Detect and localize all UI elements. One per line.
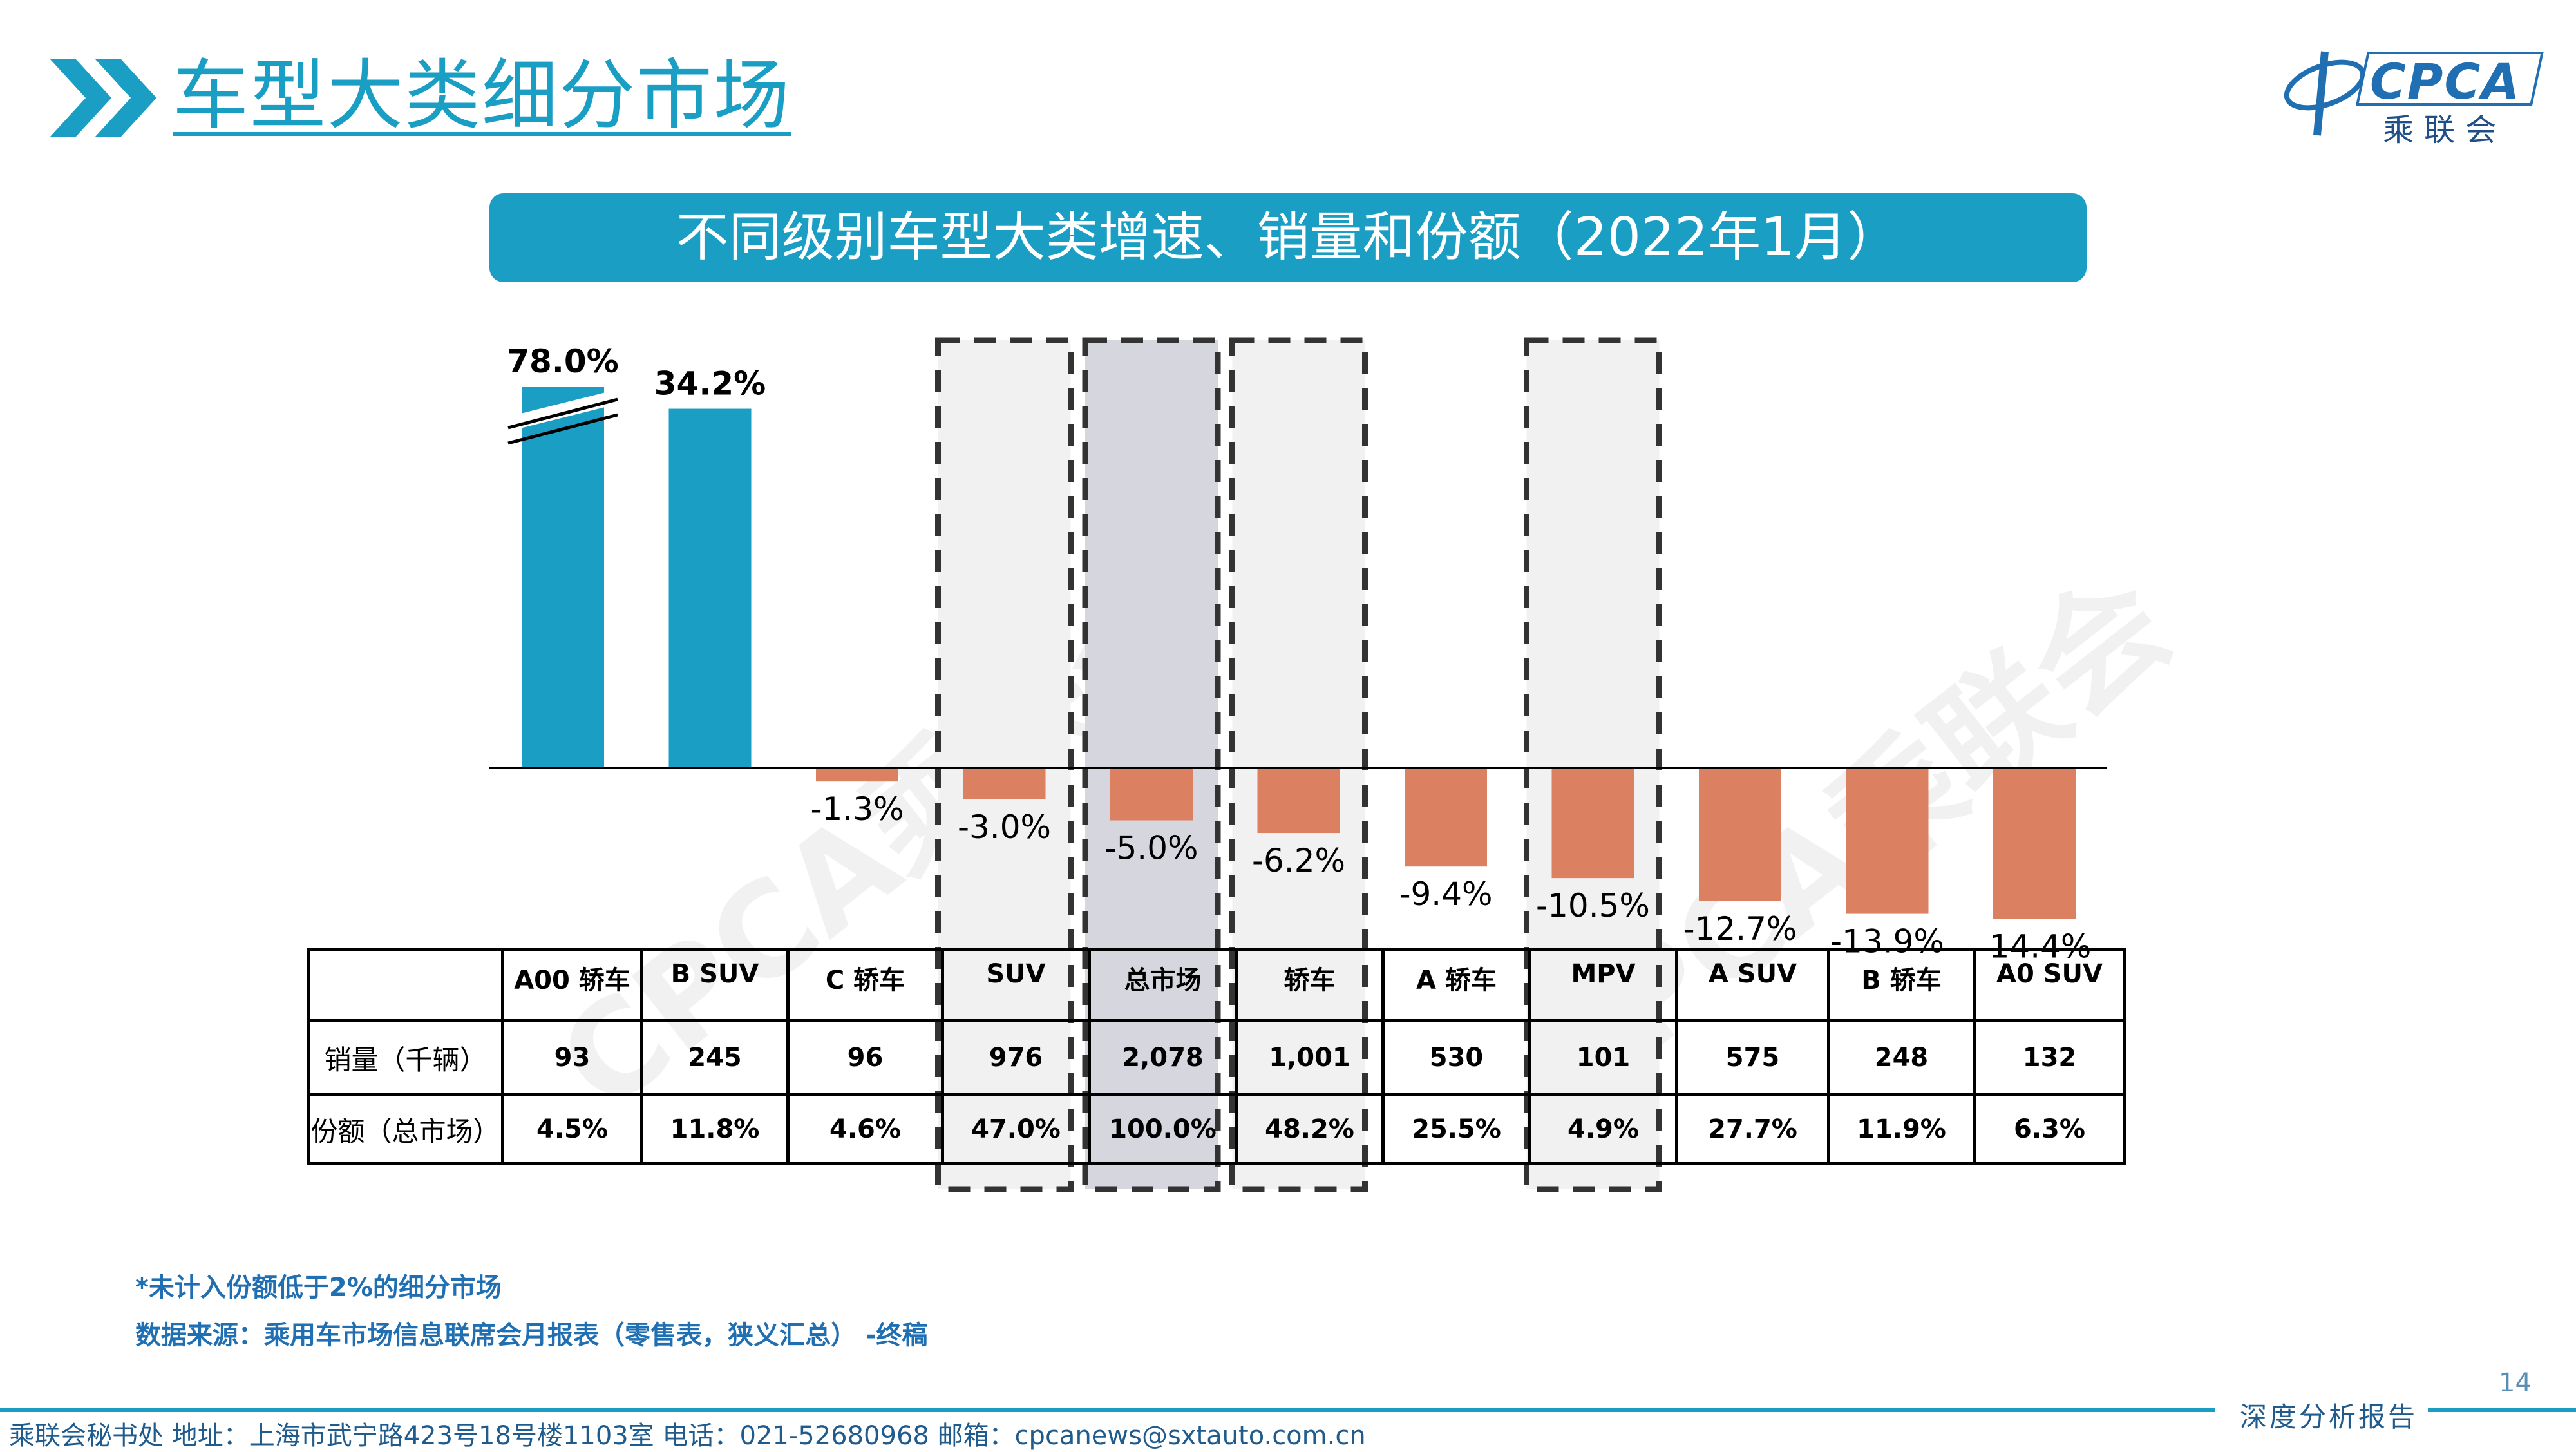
bar-A0 SUV bbox=[1993, 768, 2076, 919]
bar-B SUV bbox=[668, 408, 752, 768]
bar-A 轿车 bbox=[1405, 768, 1487, 867]
table-cell: 2,078 bbox=[1088, 1019, 1238, 1096]
table-header-cell: SUV bbox=[941, 948, 1091, 1022]
table-header-cell: 总市场 bbox=[1088, 948, 1238, 1022]
footnote-share: *未计入份额低于2%的细分市场 bbox=[135, 1273, 502, 1303]
table-header-cell: A0 SUV bbox=[1973, 948, 2126, 1022]
table-header-cell: A00 轿车 bbox=[501, 948, 643, 1022]
table-cell: 575 bbox=[1675, 1019, 1830, 1096]
footer-divider bbox=[0, 1408, 2215, 1412]
value-label-SUV: -3.0% bbox=[958, 808, 1051, 846]
table-cell: 93 bbox=[501, 1019, 643, 1096]
page-title: 车型大类细分市场 bbox=[173, 51, 791, 140]
logo-subtitle: 乘联会 bbox=[2383, 112, 2507, 148]
footer-divider-right bbox=[2428, 1408, 2576, 1412]
table-cell: 976 bbox=[941, 1019, 1091, 1096]
value-label-A00 轿车: 78.0% bbox=[507, 343, 618, 380]
value-label-A SUV: -12.7% bbox=[1683, 910, 1797, 948]
cpca-logo-icon bbox=[2284, 51, 2544, 136]
table-header-cell: MPV bbox=[1528, 948, 1678, 1022]
table-row-label: 份额（总市场） bbox=[307, 1093, 504, 1165]
table-cell: 100.0% bbox=[1088, 1093, 1238, 1165]
logo-text: CPCA bbox=[2370, 53, 2521, 110]
table-cell: 11.9% bbox=[1827, 1093, 1976, 1165]
chart-title-banner: 不同级别车型大类增速、销量和份额（2022年1月） bbox=[489, 193, 2087, 282]
table-header-cell: 轿车 bbox=[1235, 948, 1385, 1022]
table-cell: 48.2% bbox=[1235, 1093, 1385, 1165]
table-header-row: A00 轿车 B SUV C 轿车 SUV 总市场 轿车 A 轿车 MPV A SUV B 轿车 A… bbox=[307, 948, 2126, 1022]
value-label-A 轿车: -9.4% bbox=[1399, 875, 1492, 913]
table-cell: 27.7% bbox=[1675, 1093, 1830, 1165]
table-cell: 1,001 bbox=[1235, 1019, 1385, 1096]
value-label-C 轿车: -1.3% bbox=[810, 790, 904, 828]
table-header-cell: B 轿车 bbox=[1827, 948, 1976, 1022]
table-header-cell: C 轿车 bbox=[786, 948, 944, 1022]
bar-A SUV bbox=[1699, 768, 1781, 902]
table-cell: 101 bbox=[1528, 1019, 1678, 1096]
table-cell: 96 bbox=[786, 1019, 944, 1096]
report-tag: 深度分析报告 bbox=[2240, 1401, 2418, 1433]
data-source-note: 数据来源：乘用车市场信息联席会月报表（零售表，狭义汇总） -终稿 bbox=[135, 1321, 928, 1350]
table-cell: 245 bbox=[640, 1019, 790, 1096]
bar-总市场 bbox=[1110, 768, 1193, 821]
table-header-cell: A 轿车 bbox=[1381, 948, 1531, 1022]
table-cell: 4.9% bbox=[1528, 1093, 1678, 1165]
table-header-cell: A SUV bbox=[1675, 948, 1830, 1022]
value-label-总市场: -5.0% bbox=[1104, 830, 1198, 867]
bar-A00 轿车 bbox=[522, 387, 604, 768]
axis-break-line bbox=[507, 413, 618, 445]
table-row-sales: 销量（千辆） 93 245 96 976 2,078 1,001 530 101 575 248 13… bbox=[307, 1019, 2126, 1096]
page-number: 14 bbox=[2499, 1368, 2532, 1398]
table-cell: 6.3% bbox=[1973, 1093, 2126, 1165]
axis-break-line bbox=[507, 397, 618, 430]
bar-SUV bbox=[963, 768, 1046, 799]
table-row-share: 份额（总市场） 4.5% 11.8% 4.6% 47.0% 100.0% 48.2% 25.5… bbox=[307, 1093, 2126, 1165]
table-cell: 4.6% bbox=[786, 1093, 944, 1165]
bar-B 轿车 bbox=[1846, 768, 1929, 914]
table-header-cell: B SUV bbox=[640, 948, 790, 1022]
sales-share-table: A00 轿车 B SUV C 轿车 SUV 总市场 轿车 A 轿车 MPV A SUV B 轿车 A… bbox=[307, 948, 2126, 1165]
table-cell: 47.0% bbox=[941, 1093, 1091, 1165]
table-row-label: 销量（千辆） bbox=[307, 1019, 504, 1096]
bar-轿车 bbox=[1257, 768, 1340, 834]
table-cell: 132 bbox=[1973, 1019, 2126, 1096]
table-cell: 25.5% bbox=[1381, 1093, 1531, 1165]
footer-contact: 乘联会秘书处 地址：上海市武宁路423号18号楼1103室 电话：021-526… bbox=[9, 1421, 1366, 1451]
value-label-轿车: -6.2% bbox=[1252, 842, 1345, 879]
table-cell: 530 bbox=[1381, 1019, 1531, 1096]
value-label-B SUV: 34.2% bbox=[654, 365, 766, 403]
table-corner-cell bbox=[307, 948, 504, 1022]
table-cell: 248 bbox=[1827, 1019, 1976, 1096]
value-label-MPV: -10.5% bbox=[1536, 887, 1650, 924]
table-cell: 4.5% bbox=[501, 1093, 643, 1165]
table-cell: 11.8% bbox=[640, 1093, 790, 1165]
bar-C 轿车 bbox=[816, 768, 898, 782]
bar-MPV bbox=[1551, 768, 1634, 879]
chevron-icon bbox=[50, 59, 156, 137]
